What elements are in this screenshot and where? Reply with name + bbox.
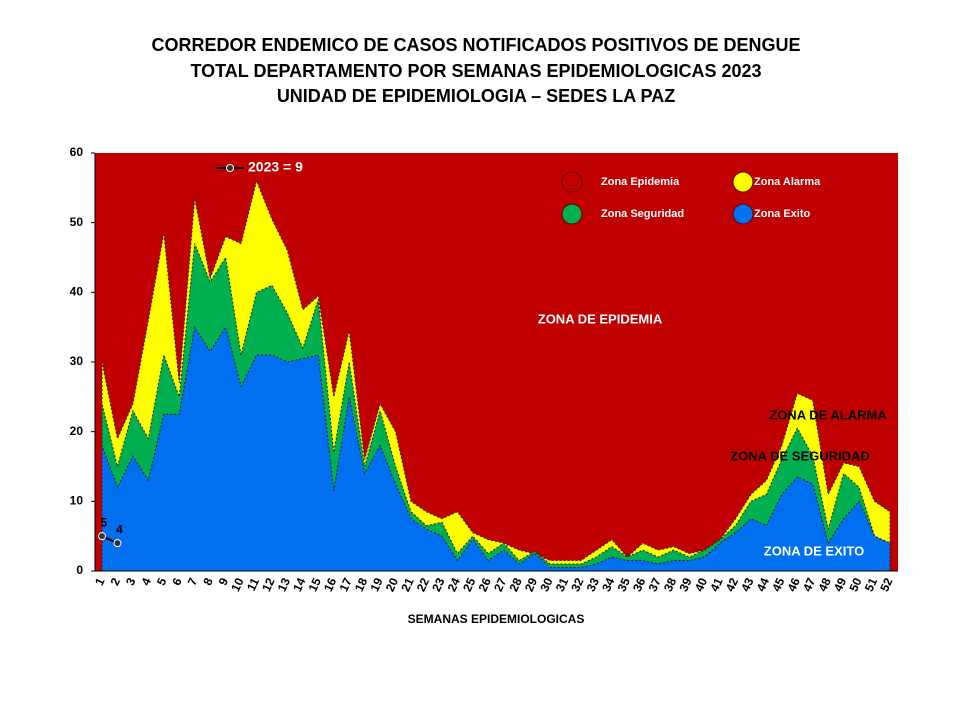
x-tick-label: 42 xyxy=(723,575,741,593)
line-point xyxy=(113,539,122,548)
x-tick-label: 32 xyxy=(568,575,586,593)
x-tick-label: 16 xyxy=(321,575,339,593)
x-tick-label: 19 xyxy=(367,575,385,593)
chart-title: CORREDOR ENDEMICO DE CASOS NOTIFICADOS P… xyxy=(151,35,800,55)
legend-marker xyxy=(561,171,583,193)
x-tick-label: 26 xyxy=(476,575,494,593)
x-tick-label: 31 xyxy=(553,575,571,593)
legend-marker xyxy=(226,164,234,172)
data-label: 4 xyxy=(116,522,123,536)
x-tick-label: 48 xyxy=(815,575,833,593)
x-tick-label: 21 xyxy=(398,575,416,593)
y-tick-label: 40 xyxy=(70,285,84,299)
x-tick-label: 33 xyxy=(584,575,602,593)
x-tick-label: 36 xyxy=(630,575,648,593)
x-tick-label: 51 xyxy=(862,575,880,593)
y-tick-label: 50 xyxy=(70,215,84,229)
x-axis-label: SEMANAS EPIDEMIOLOGICAS xyxy=(408,612,585,626)
x-tick-label: 23 xyxy=(429,575,447,593)
x-tick-label: 7 xyxy=(185,575,201,587)
annotation: ZONA DE SEGURIDAD xyxy=(730,448,870,463)
x-tick-label: 39 xyxy=(676,575,694,593)
x-tick-label: 41 xyxy=(707,575,725,593)
x-tick-label: 29 xyxy=(522,575,540,593)
x-tick-label: 35 xyxy=(615,575,633,593)
y-tick-label: 0 xyxy=(76,563,83,577)
data-label: 5 xyxy=(101,515,108,529)
x-tick-label: 38 xyxy=(661,575,679,593)
legend-marker xyxy=(561,203,583,225)
x-tick-label: 40 xyxy=(692,575,710,593)
x-tick-label: 46 xyxy=(785,575,803,593)
x-tick-label: 22 xyxy=(414,575,432,593)
x-tick-label: 12 xyxy=(259,575,277,593)
annotation: ZONA DE EXITO xyxy=(764,543,864,558)
zone-area xyxy=(101,325,891,572)
x-tick-label: 45 xyxy=(769,575,787,593)
legend-label: Zona Seguridad xyxy=(601,208,684,220)
x-tick-label: 17 xyxy=(336,575,354,593)
x-tick-label: 43 xyxy=(738,575,756,593)
x-tick-label: 34 xyxy=(599,575,617,593)
x-tick-label: 44 xyxy=(754,575,772,593)
x-tick-label: 6 xyxy=(169,575,185,587)
x-tick-label: 5 xyxy=(154,575,170,587)
x-tick-label: 24 xyxy=(445,575,463,593)
x-tick-label: 50 xyxy=(846,575,864,593)
x-tick-label: 28 xyxy=(506,575,524,593)
x-tick-label: 52 xyxy=(877,575,895,593)
legend-label: Zona Alarma xyxy=(754,176,821,188)
x-tick-label: 14 xyxy=(290,575,308,593)
y-tick-label: 60 xyxy=(70,145,84,159)
x-tick-label: 49 xyxy=(831,575,849,593)
chart-title: UNIDAD DE EPIDEMIOLOGIA – SEDES LA PAZ xyxy=(277,86,675,106)
x-tick-label: 2 xyxy=(108,575,124,587)
x-tick-label: 47 xyxy=(800,575,818,593)
x-tick-label: 18 xyxy=(352,575,370,593)
annotation: ZONA DE ALARMA xyxy=(769,407,887,422)
legend-label: Zona Exito xyxy=(754,208,811,220)
x-tick-label: 1 xyxy=(92,575,108,587)
legend-marker xyxy=(732,171,754,193)
x-tick-label: 13 xyxy=(275,575,293,593)
x-tick-label: 25 xyxy=(460,575,478,593)
x-tick-label: 30 xyxy=(537,575,555,593)
x-tick-label: 10 xyxy=(228,575,246,593)
x-tick-label: 15 xyxy=(306,575,324,593)
x-tick-label: 11 xyxy=(244,575,262,593)
y-tick-label: 20 xyxy=(70,424,84,438)
line-point xyxy=(98,532,106,541)
annotation: ZONA DE EPIDEMIA xyxy=(538,311,663,326)
legend-label: 2023 = 9 xyxy=(248,159,303,175)
x-tick-label: 3 xyxy=(123,575,139,587)
x-tick-label: 37 xyxy=(645,575,663,593)
y-tick-label: 10 xyxy=(70,494,84,508)
legend-label: Zona Epidemia xyxy=(601,176,680,188)
x-tick-label: 4 xyxy=(138,575,154,587)
x-tick-label: 27 xyxy=(491,575,509,593)
y-tick-label: 30 xyxy=(70,354,84,368)
x-tick-label: 20 xyxy=(383,575,401,593)
legend-marker xyxy=(732,203,754,225)
x-tick-label: 8 xyxy=(200,575,216,587)
chart-title: TOTAL DEPARTAMENTO POR SEMANAS EPIDEMIOL… xyxy=(190,61,761,81)
